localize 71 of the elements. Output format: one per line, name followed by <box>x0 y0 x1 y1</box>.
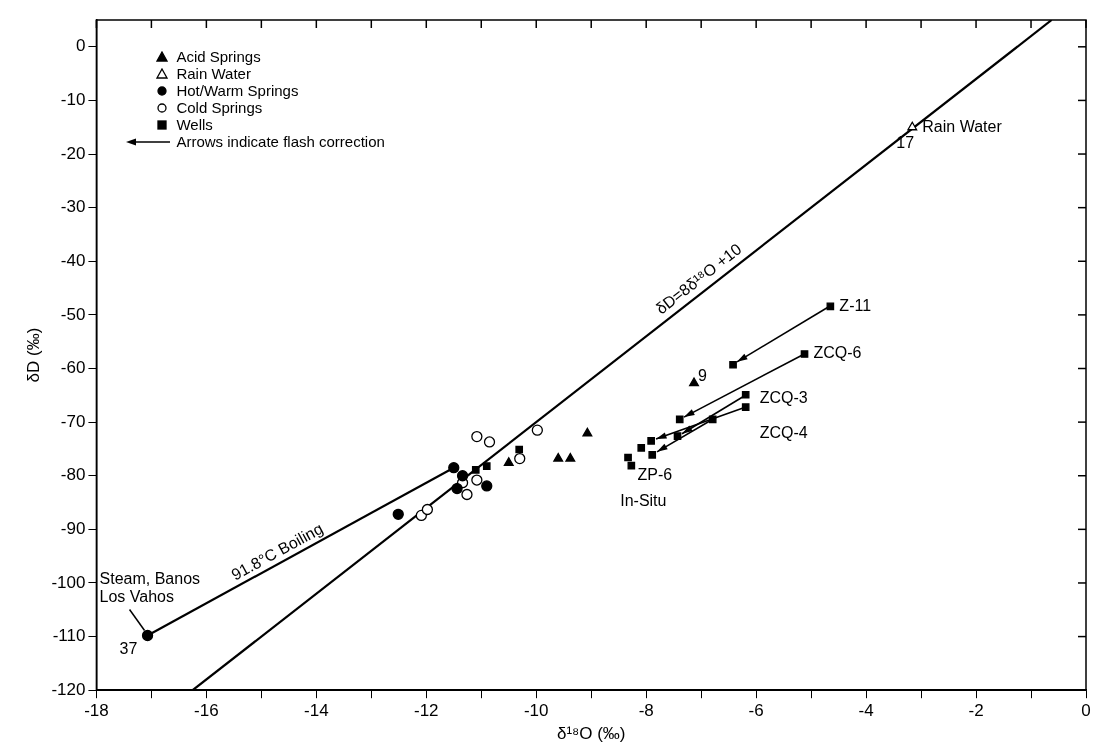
point <box>907 121 918 131</box>
x-axis-title: δ¹⁸O (‰) <box>556 724 626 744</box>
y-tick-label: -30 <box>60 197 86 217</box>
point <box>481 480 493 492</box>
x-tick-label: -14 <box>304 701 329 721</box>
annotation: Z-11 <box>839 296 872 314</box>
point <box>689 377 699 387</box>
legend-label: Acid Springs <box>176 48 261 65</box>
point <box>648 450 657 459</box>
point <box>515 445 524 454</box>
y-tick-label: -110 <box>52 626 86 646</box>
y-tick-label: 0 <box>75 36 86 56</box>
point <box>565 452 576 462</box>
y-tick-label: -40 <box>60 250 86 270</box>
x-tick-label: -6 <box>748 701 764 721</box>
x-tick-label: -4 <box>858 701 874 721</box>
y-tick-label: -10 <box>60 90 86 110</box>
annotation: Steam, Banos Los Vahos <box>99 569 201 605</box>
legend-label: Wells <box>176 116 213 133</box>
point <box>483 436 496 448</box>
annotation: ZP-6 <box>637 466 673 484</box>
point <box>421 503 434 516</box>
annotation: 37 <box>119 639 138 657</box>
legend-label: Cold Springs <box>176 99 263 116</box>
annotation: Arrows indicate flash correction <box>176 133 385 150</box>
annotation: ZCQ-3 <box>759 389 808 407</box>
point <box>741 403 750 411</box>
point <box>471 474 483 486</box>
point <box>461 488 473 501</box>
point <box>553 452 564 462</box>
point <box>624 453 632 462</box>
point <box>582 427 593 437</box>
point <box>141 629 154 642</box>
annotation: ZCQ-4 <box>759 423 808 441</box>
point <box>471 430 483 443</box>
point <box>531 424 543 436</box>
legend-label: Hot/Warm Springs <box>176 82 299 99</box>
x-tick-label: -10 <box>523 701 549 721</box>
x-tick-label: -8 <box>638 701 654 721</box>
point <box>503 457 514 467</box>
point <box>637 444 646 452</box>
y-tick-label: -90 <box>60 519 86 539</box>
legend-label: Rain Water <box>176 65 251 82</box>
annotation: Rain Water <box>922 117 1003 135</box>
annotation: 9 <box>698 367 708 385</box>
point <box>675 415 684 424</box>
y-tick-label: -120 <box>51 679 86 699</box>
y-tick-label: -80 <box>60 465 86 485</box>
x-tick-label: -18 <box>84 701 109 721</box>
x-tick-label: 0 <box>1081 701 1091 721</box>
y-tick-label: -100 <box>51 572 86 592</box>
x-tick-label: -2 <box>968 701 984 721</box>
y-tick-label: -20 <box>60 143 86 163</box>
point <box>741 390 750 399</box>
annotation: ZCQ-6 <box>813 344 862 362</box>
y-axis-title: δD (‰) <box>23 327 43 383</box>
point <box>482 462 491 470</box>
y-tick-label: -50 <box>60 304 86 324</box>
point <box>647 437 655 445</box>
y-tick-label: -70 <box>60 411 86 431</box>
annotation: In-Situ <box>620 491 667 509</box>
point <box>471 466 480 474</box>
point <box>456 470 469 482</box>
point <box>729 360 737 369</box>
point <box>451 482 463 495</box>
x-tick-label: -12 <box>413 701 439 721</box>
x-tick-label: -16 <box>194 701 219 721</box>
point <box>448 462 460 474</box>
point <box>514 452 526 465</box>
point <box>392 508 404 520</box>
y-tick-label: -60 <box>60 358 86 378</box>
